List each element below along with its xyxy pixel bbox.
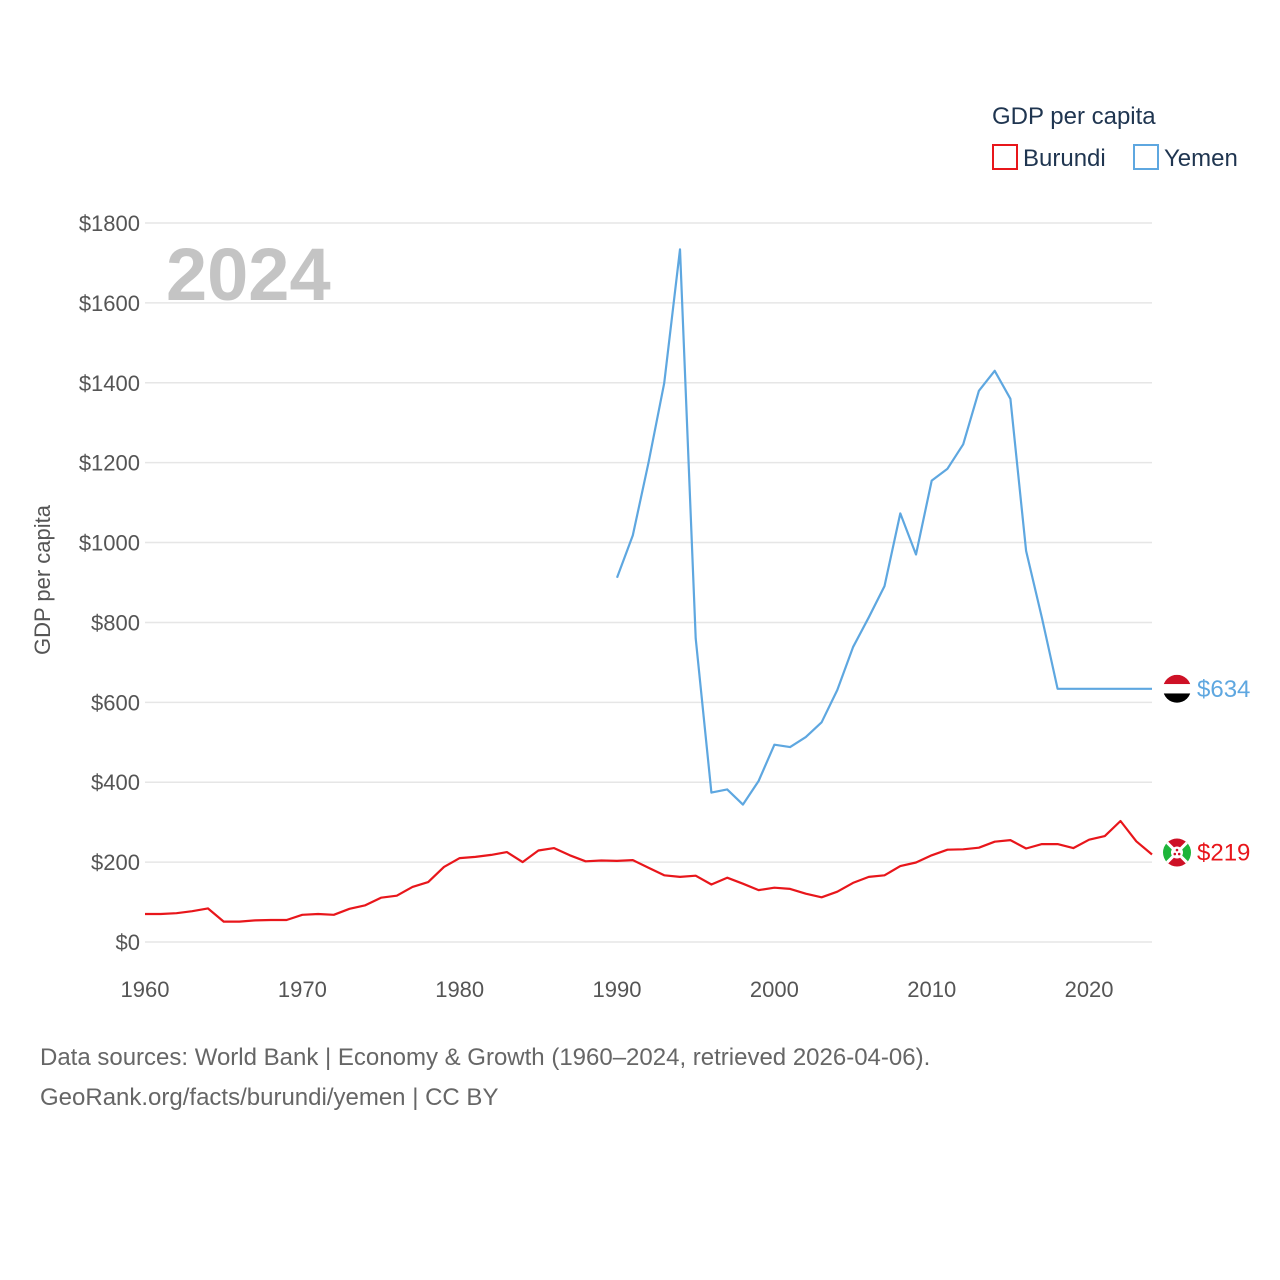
y-tick-label: $800 bbox=[91, 610, 140, 635]
burundi-end-value: $219 bbox=[1197, 840, 1250, 867]
legend-label-yemen: Yemen bbox=[1164, 145, 1238, 172]
year-label: 2024 bbox=[166, 233, 331, 316]
y-tick-label: $1400 bbox=[79, 371, 140, 396]
x-tick-label: 1990 bbox=[593, 977, 642, 1002]
yemen-end-value: $634 bbox=[1197, 676, 1250, 703]
x-tick-label: 1970 bbox=[278, 977, 327, 1002]
series-line-burundi bbox=[145, 819, 1153, 923]
y-tick-label: $600 bbox=[91, 690, 140, 715]
y-tick-label: $200 bbox=[91, 850, 140, 875]
y-tick-label: $1600 bbox=[79, 291, 140, 316]
footer-attribution: GeoRank.org/facts/burundi/yemen | CC BY bbox=[40, 1084, 499, 1111]
y-tick-label: $1800 bbox=[79, 211, 140, 236]
x-tick-label: 2020 bbox=[1065, 977, 1114, 1002]
burundi-flag-icon bbox=[1163, 838, 1191, 867]
y-tick-label: $0 bbox=[116, 930, 140, 955]
legend-title: GDP per capita bbox=[992, 103, 1156, 130]
y-tick-label: $400 bbox=[91, 770, 140, 795]
y-tick-label: $1200 bbox=[79, 451, 140, 476]
series-line-yemen bbox=[615, 248, 1152, 806]
x-axis-ticks: 1960 1970 1980 1990 2000 2010 2020 bbox=[121, 977, 1114, 1002]
legend-swatch-yemen bbox=[1133, 144, 1159, 170]
legend: GDP per capita Burundi Yemen bbox=[992, 103, 1238, 172]
x-tick-label: 1960 bbox=[121, 977, 170, 1002]
y-axis-label: GDP per capita bbox=[30, 504, 55, 655]
series-lines bbox=[145, 248, 1153, 923]
gridlines bbox=[145, 222, 1152, 943]
yemen-flag-icon bbox=[1163, 674, 1191, 703]
x-tick-label: 1980 bbox=[435, 977, 484, 1002]
y-axis-ticks: $0 $200 $400 $600 $800 $1000 $1200 $1400 $1600 $1… bbox=[79, 211, 140, 955]
y-tick-label: $1000 bbox=[79, 531, 140, 556]
x-tick-label: 2010 bbox=[907, 977, 956, 1002]
legend-swatch-burundi bbox=[992, 144, 1018, 170]
footer-sources: Data sources: World Bank | Economy & Gro… bbox=[40, 1044, 931, 1071]
x-tick-label: 2000 bbox=[750, 977, 799, 1002]
legend-label-burundi: Burundi bbox=[1023, 145, 1106, 172]
